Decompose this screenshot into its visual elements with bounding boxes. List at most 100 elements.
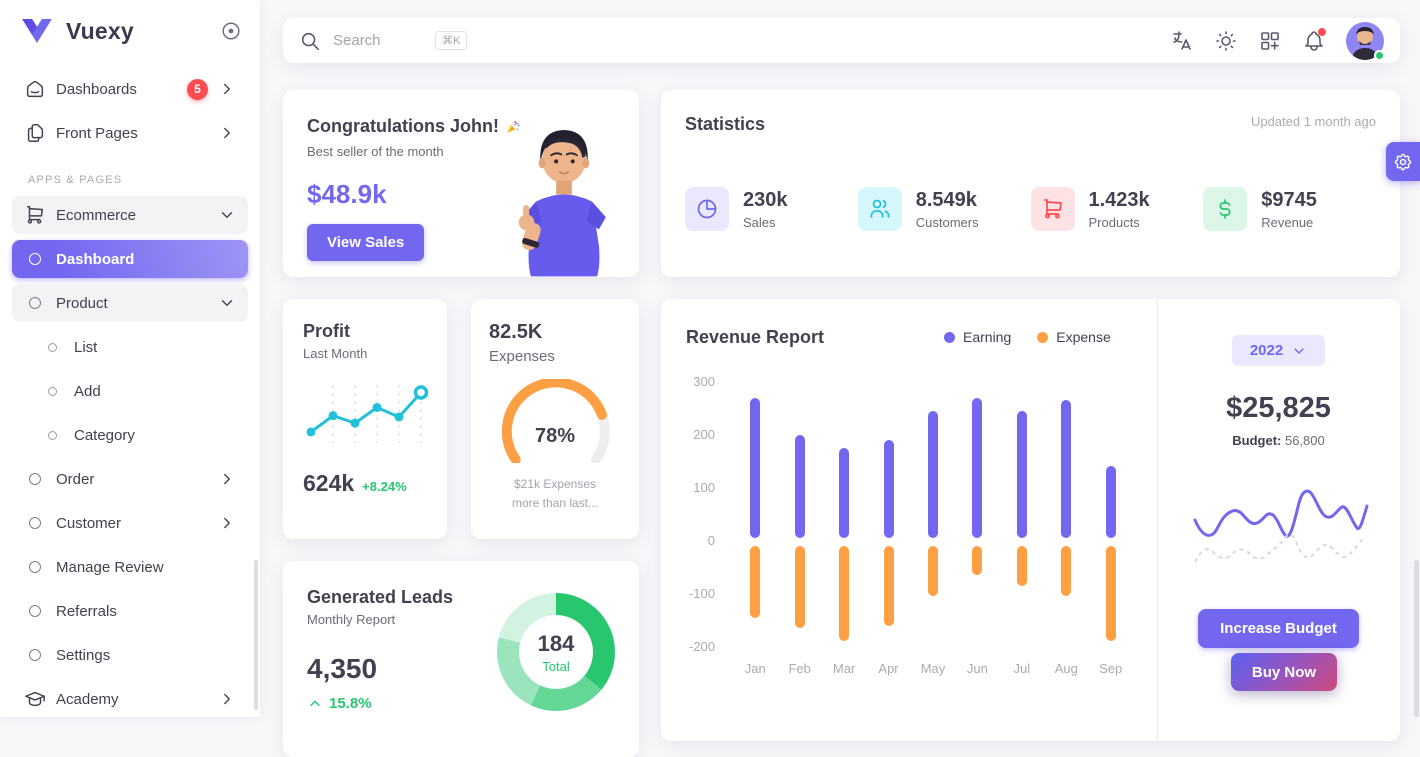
sidebar-scrollbar[interactable] xyxy=(254,560,258,710)
expense-bar xyxy=(750,546,760,618)
global-search[interactable]: ⌘K xyxy=(299,30,1170,52)
leads-delta: 15.8% xyxy=(329,695,372,712)
shopping-cart-icon xyxy=(24,204,46,226)
chevron-down-icon xyxy=(218,294,236,312)
sidebar-item-label: Customer xyxy=(56,515,218,532)
user-avatar[interactable] xyxy=(1346,22,1384,60)
x-axis-label: Jul xyxy=(1000,661,1044,676)
language-icon[interactable] xyxy=(1170,29,1194,53)
bar-group-jun: Jun xyxy=(955,383,999,648)
sidebar-item-manage-review[interactable]: Manage Review xyxy=(12,548,248,586)
congrats-character-illustration xyxy=(503,119,625,277)
expense-bar xyxy=(1061,546,1071,596)
bar-group-jan: Jan xyxy=(733,383,777,648)
earning-bar xyxy=(1061,400,1071,538)
donut-center-label: Total xyxy=(542,659,569,674)
earning-bar xyxy=(1017,411,1027,538)
gear-icon xyxy=(1393,152,1413,172)
expense-bar xyxy=(972,546,982,575)
notification-dot xyxy=(1318,28,1326,36)
congratulations-card: Congratulations John! Best seller of the… xyxy=(283,90,639,277)
chevron-right-icon xyxy=(218,690,236,708)
legend-earning: Earning xyxy=(944,329,1011,345)
statistics-updated: Updated 1 month ago xyxy=(1251,114,1376,129)
topbar-actions xyxy=(1170,22,1384,60)
sidebar-item-add[interactable]: Add xyxy=(12,372,248,410)
sidebar-item-category[interactable]: Category xyxy=(12,416,248,454)
expenses-percent: 78% xyxy=(494,425,616,448)
sidebar-item-label: Category xyxy=(74,427,236,444)
search-input[interactable] xyxy=(333,32,423,49)
sidebar-item-academy[interactable]: Academy xyxy=(12,680,248,718)
buy-now-button[interactable]: Buy Now xyxy=(1231,653,1337,691)
stat-label: Sales xyxy=(743,215,788,230)
profit-sparkline-chart xyxy=(303,377,429,455)
stat-value: 1.423k xyxy=(1089,189,1150,212)
sidebar-item-product[interactable]: Product xyxy=(12,284,248,322)
view-sales-button[interactable]: View Sales xyxy=(307,224,424,261)
stat-value: 8.549k xyxy=(916,189,979,212)
sidebar-item-label: Dashboards xyxy=(56,81,187,98)
expense-bar xyxy=(928,546,938,596)
sidebar-item-label: Order xyxy=(56,471,218,488)
bar-group-aug: Aug xyxy=(1044,383,1088,648)
y-axis-tick: 300 xyxy=(675,374,715,389)
earning-bar xyxy=(928,411,938,538)
legend-expense: Expense xyxy=(1037,329,1110,345)
graduation-cap-icon xyxy=(24,688,46,710)
main-content: ⌘K Congratulations John! xyxy=(260,0,1420,717)
earning-bar xyxy=(839,448,849,538)
profit-card: Profit Last Month 624k +8.24% xyxy=(283,299,447,539)
cart-icon xyxy=(1031,187,1075,231)
revenue-report-title: Revenue Report xyxy=(686,327,824,348)
sidebar-item-customer[interactable]: Customer xyxy=(12,504,248,542)
users-icon xyxy=(858,187,902,231)
increase-budget-button[interactable]: Increase Budget xyxy=(1198,609,1359,648)
sidebar-item-front-pages[interactable]: Front Pages xyxy=(12,114,248,152)
chevron-right-icon xyxy=(218,80,236,98)
sidebar-item-label: Ecommerce xyxy=(56,207,218,224)
sidebar-item-ecommerce[interactable]: Ecommerce xyxy=(12,196,248,234)
x-axis-label: Sep xyxy=(1089,661,1133,676)
sidebar-item-label: Referrals xyxy=(56,603,236,620)
year-select-button[interactable]: 2022 xyxy=(1232,335,1325,366)
earning-bar xyxy=(972,398,982,538)
bar-group-apr: Apr xyxy=(866,383,910,648)
x-axis-label: Mar xyxy=(822,661,866,676)
notifications-bell-icon[interactable] xyxy=(1302,29,1326,53)
earning-bar xyxy=(795,435,805,538)
sidebar-item-label: Manage Review xyxy=(56,559,236,576)
sidebar-item-settings[interactable]: Settings xyxy=(12,636,248,674)
sidebar-item-list[interactable]: List xyxy=(12,328,248,366)
chevron-right-icon xyxy=(218,514,236,532)
customizer-settings-button[interactable] xyxy=(1386,142,1420,181)
y-axis-tick: -200 xyxy=(675,639,715,654)
light-mode-sun-icon[interactable] xyxy=(1214,29,1238,53)
sidebar-item-dashboard-active[interactable]: Dashboard xyxy=(12,240,248,278)
top-navbar: ⌘K xyxy=(283,18,1400,63)
sidebar-item-order[interactable]: Order xyxy=(12,460,248,498)
bullet-icon xyxy=(48,431,57,440)
search-icon xyxy=(299,30,321,52)
page-scrollbar[interactable] xyxy=(1414,560,1419,717)
donut-center-value: 184 xyxy=(538,631,575,657)
bullet-icon xyxy=(29,561,41,573)
shortcuts-grid-icon[interactable] xyxy=(1258,29,1282,53)
menu-pin-toggle-icon[interactable] xyxy=(220,20,242,42)
bullet-icon xyxy=(29,253,41,265)
revenue-total: $25,825 xyxy=(1157,392,1400,425)
sidebar-item-dashboards[interactable]: Dashboards 5 xyxy=(12,70,248,108)
x-axis-label: Feb xyxy=(777,661,821,676)
legend-dot-expense xyxy=(1037,332,1048,343)
sidebar-item-referrals[interactable]: Referrals xyxy=(12,592,248,630)
brand[interactable]: Vuexy xyxy=(0,0,260,56)
sidebar-item-label: List xyxy=(74,339,236,356)
sidebar-item-label: Add xyxy=(74,383,236,400)
leads-value: 4,350 xyxy=(307,653,453,685)
bar-group-sep: Sep xyxy=(1089,383,1133,648)
